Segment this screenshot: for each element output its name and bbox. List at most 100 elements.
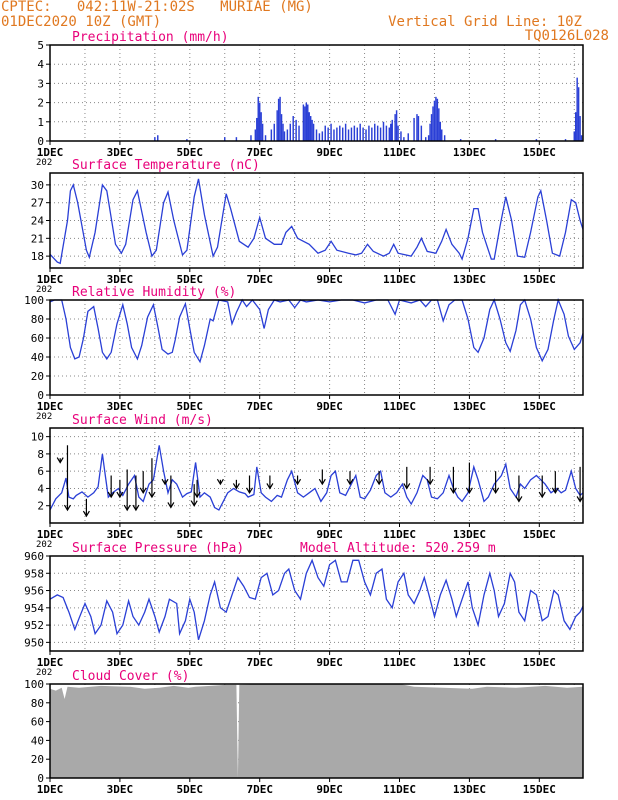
y-tick-label: 1 [37, 116, 44, 129]
x-tick-label: 3DEC [107, 146, 134, 159]
precip-bar [254, 129, 257, 141]
x-tick-label: 7DEC [246, 783, 273, 796]
panel-title: Surface Temperature (nC) [72, 158, 260, 173]
y-tick-label: 2 [37, 500, 44, 513]
x-tick-label: 3DEC [107, 528, 134, 541]
panel-frame [49, 427, 584, 524]
wind-arrow-head [63, 504, 71, 512]
precip-bar [356, 127, 359, 141]
precip-bar [576, 77, 578, 141]
precip-bar [439, 121, 442, 141]
precip-bar [416, 114, 418, 141]
precip-bar [309, 116, 312, 141]
x-tick-label: 1DEC [37, 273, 64, 286]
x-tick-label: 9DEC [316, 273, 343, 286]
precip-bar [157, 135, 159, 141]
y-tick-label: 10 [31, 431, 44, 444]
wind-arrow-head [107, 491, 115, 499]
precip-bar [318, 133, 321, 141]
wind-arrow-head [123, 504, 131, 512]
wind-arrow-head [576, 496, 584, 503]
wind-arrow-head [426, 478, 434, 486]
x-tick-label: 5DEC [177, 400, 204, 413]
y-tick-label: 960 [24, 550, 44, 563]
precip-bar [273, 123, 275, 141]
precip-bar [427, 135, 430, 141]
precip-bar [577, 87, 580, 141]
precip-bar [374, 123, 376, 141]
y-tick-label: 0 [37, 135, 44, 148]
x-tick-label: 11DEC [383, 528, 416, 541]
wind-arrow-head [148, 491, 156, 499]
panel-title: Precipitation (mm/h) [72, 30, 229, 45]
y-tick-label: 60 [31, 716, 44, 729]
x-tick-label: 3DEC [107, 783, 134, 796]
x-tick-label: 15DEC [523, 146, 556, 159]
x-tick-label: 7DEC [246, 400, 273, 413]
precip-bar [305, 102, 308, 141]
x-tick-label: 7DEC [246, 656, 273, 669]
precip-bar [341, 127, 344, 141]
precip-bar [186, 139, 188, 141]
wind-arrow-head [266, 483, 274, 490]
wind-arrow-head [161, 478, 169, 486]
y-tick-label: 6 [37, 465, 44, 478]
wind-arrow-head [346, 478, 354, 486]
x-tick-label: 5DEC [177, 783, 204, 796]
x-tick-label: 7DEC [246, 146, 273, 159]
panel-3 [46, 297, 584, 399]
y-tick-label: 100 [24, 678, 44, 691]
precip-bar [277, 98, 280, 141]
precip-bar [260, 112, 262, 141]
precip-bar [292, 116, 294, 141]
precip-bar [261, 123, 264, 141]
x-tick-label: 9DEC [316, 528, 343, 541]
x-tick-label: 5DEC [177, 273, 204, 286]
precip-bar [433, 100, 436, 141]
precip-bar [315, 129, 318, 141]
precip-bar [224, 137, 226, 141]
y-tick-label: 3 [37, 77, 44, 90]
x-tick-label: 15DEC [523, 528, 556, 541]
x-tick-label: 13DEC [453, 528, 486, 541]
x-tick-label: 15DEC [523, 783, 556, 796]
panel-title: Relative Humidity (%) [72, 285, 236, 300]
x-tick-label: 13DEC [453, 146, 486, 159]
precip-bar [535, 139, 538, 141]
y-tick-label: 100 [24, 294, 44, 307]
wind-arrow-head [116, 491, 124, 499]
x-tick-label: 1DEC [37, 146, 64, 159]
x-tick-label: 7DEC [246, 273, 273, 286]
precip-bar [368, 125, 370, 141]
panel-title: Surface Wind (m/s) [72, 413, 213, 428]
precip-bar [264, 135, 267, 141]
panel-1 [46, 44, 584, 145]
x-tick-label: 1DEC [37, 528, 64, 541]
precip-bar [424, 137, 427, 141]
precip-bar [333, 129, 335, 141]
precip-bar [276, 110, 278, 141]
wind-arrow-head [449, 487, 457, 494]
x-tick-label: 5DEC [177, 146, 204, 159]
wind-arrow-head [538, 491, 546, 499]
x-tick-label: 9DEC [316, 656, 343, 669]
precip-bar [397, 125, 399, 141]
precip-bar [336, 127, 338, 141]
precip-bar [430, 114, 433, 141]
y-tick-label: 950 [24, 636, 44, 649]
x-tick-label: 11DEC [383, 400, 416, 413]
x-tick-label: 13DEC [453, 656, 486, 669]
station-header: CPTEC: 042:11W-21:02S MURIAE (MG) [1, 0, 313, 15]
y-tick-label: 5 [37, 39, 44, 52]
precip-bar [235, 137, 238, 141]
x-tick-label: 5DEC [177, 656, 204, 669]
precip-bar [443, 135, 446, 141]
wind-arrow-head [465, 487, 473, 494]
precip-bar [436, 98, 439, 141]
precip-bar [413, 117, 415, 141]
x-tick-label: 9DEC [316, 400, 343, 413]
wind-arrow-head [375, 478, 383, 486]
series-line [49, 558, 584, 640]
y-tick-label: 40 [31, 351, 44, 364]
precip-bar [353, 125, 356, 141]
